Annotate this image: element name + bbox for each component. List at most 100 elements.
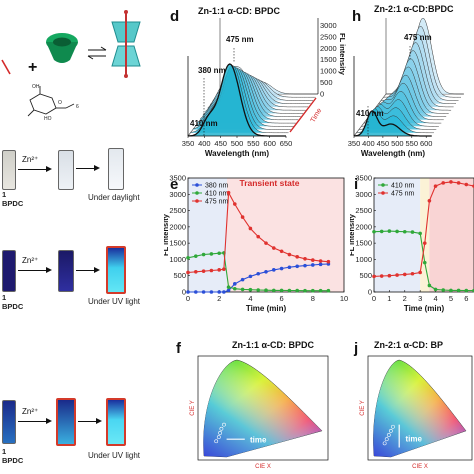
- data-point: [248, 226, 253, 231]
- pair-label-2a: 1: [2, 293, 7, 302]
- arrow-row1: [76, 168, 96, 169]
- data-point: [287, 252, 292, 257]
- y-tick-label: 2500: [355, 206, 372, 215]
- arrowhead-row2: [94, 267, 100, 273]
- background-zone: [429, 178, 474, 292]
- x-tick-label: 2: [403, 294, 407, 303]
- data-point: [402, 229, 407, 234]
- zn-label-row2: Zn²⁺: [22, 256, 39, 265]
- time-arrow: [289, 97, 317, 133]
- data-point: [240, 215, 245, 219]
- caption-uv-1: Under UV light: [88, 297, 141, 306]
- data-point: [194, 254, 198, 258]
- peak-annotation: 410 nm: [356, 109, 384, 118]
- vial-row3-final: [106, 398, 126, 446]
- y-tick-label: 2500: [169, 206, 186, 215]
- equilibrium-arrows-icon: [87, 46, 107, 60]
- data-point: [256, 271, 260, 276]
- y-tick-label: 1500: [320, 55, 337, 64]
- data-point: [379, 229, 384, 234]
- vial-row2-before: [2, 250, 16, 292]
- cie-x-label: CIE X: [412, 464, 428, 470]
- cie-point: [382, 441, 387, 446]
- data-point: [209, 290, 214, 294]
- x-tick-label: 550: [406, 139, 419, 148]
- data-point: [217, 268, 221, 272]
- x-tick-label: 400: [198, 139, 211, 148]
- data-point: [410, 271, 415, 276]
- data-point: [240, 277, 245, 282]
- data-point: [418, 270, 422, 275]
- vial-row1-before: [2, 150, 16, 190]
- data-point: [395, 273, 399, 277]
- cie-point: [214, 439, 219, 444]
- arrow-row2: [76, 270, 96, 271]
- panel-h-title: Zn-2:1 α-CD:BPDC: [374, 4, 454, 14]
- cie-y-label: CIE Y: [360, 400, 366, 416]
- data-point: [186, 290, 190, 294]
- data-point: [326, 288, 331, 293]
- arrow-row3: [78, 421, 98, 422]
- data-point: [226, 285, 231, 289]
- vial-row3-before: [2, 400, 16, 444]
- y-tick-label: 3000: [320, 21, 337, 30]
- y-tick-label: 500: [173, 271, 186, 280]
- data-point: [372, 229, 376, 234]
- y-tick-label: 3000: [355, 190, 372, 199]
- data-point: [233, 282, 237, 286]
- legend-label: 410 nm: [205, 191, 229, 198]
- peak-annotation: 410 nm: [190, 119, 218, 128]
- legend-label: 475 nm: [391, 191, 415, 198]
- pair-label-1a: 1: [2, 190, 7, 199]
- cie-point: [222, 422, 226, 427]
- y-tick-label: 2500: [320, 32, 337, 41]
- svg-text:6: 6: [76, 104, 79, 110]
- data-point: [379, 274, 384, 278]
- data-point: [209, 268, 214, 273]
- data-point: [240, 287, 245, 292]
- data-point: [287, 265, 292, 270]
- data-point: [464, 288, 469, 293]
- arrowhead-row1: [94, 165, 100, 171]
- data-point: [402, 272, 407, 277]
- legend-marker: [381, 183, 385, 187]
- data-point: [264, 241, 268, 245]
- x-tick-label: 350: [182, 139, 195, 148]
- y-tick-label: 3000: [169, 190, 186, 199]
- data-point: [433, 287, 438, 292]
- vial-row1-final: [108, 148, 124, 190]
- arrowhead-row3: [96, 418, 102, 424]
- x-axis-label: Wavelength (nm): [361, 149, 425, 158]
- caption-uv-2: Under UV light: [88, 451, 141, 460]
- spectrum-fill: [354, 110, 432, 136]
- background-zone: [420, 178, 430, 292]
- time-label: time: [250, 435, 267, 444]
- y-tick-label: 1500: [169, 239, 186, 248]
- legend-label: 380 nm: [205, 183, 229, 190]
- zn-arrow-row2: Zn²⁺: [18, 256, 54, 274]
- cie-point: [219, 426, 224, 431]
- data-point: [233, 202, 237, 206]
- legend-label: 410 nm: [391, 183, 415, 190]
- zn-arrow-row1: Zn²⁺: [18, 155, 54, 173]
- data-point: [279, 249, 284, 254]
- x-axis-label: Time (min): [246, 304, 287, 313]
- data-point: [295, 264, 299, 269]
- spectrum-line: [197, 69, 296, 124]
- data-point: [456, 181, 461, 185]
- data-point: [449, 180, 453, 184]
- molecule-schematic: + OH HO O 6: [1, 10, 141, 120]
- data-point: [464, 182, 469, 187]
- pair-label-1b: BPDC: [2, 199, 24, 208]
- pair-label-3b: BPDC: [2, 456, 24, 465]
- panel-d-title: Zn-1:1 α-CD: BPDC: [198, 6, 281, 16]
- cie-gamut-overlay: [203, 360, 322, 457]
- spectrum-line: [195, 67, 294, 127]
- data-point: [427, 199, 432, 203]
- data-point: [427, 283, 432, 288]
- data-point: [264, 270, 268, 274]
- x-tick-label: 4: [248, 294, 252, 303]
- svg-text:HO: HO: [44, 116, 52, 120]
- data-point: [272, 246, 276, 250]
